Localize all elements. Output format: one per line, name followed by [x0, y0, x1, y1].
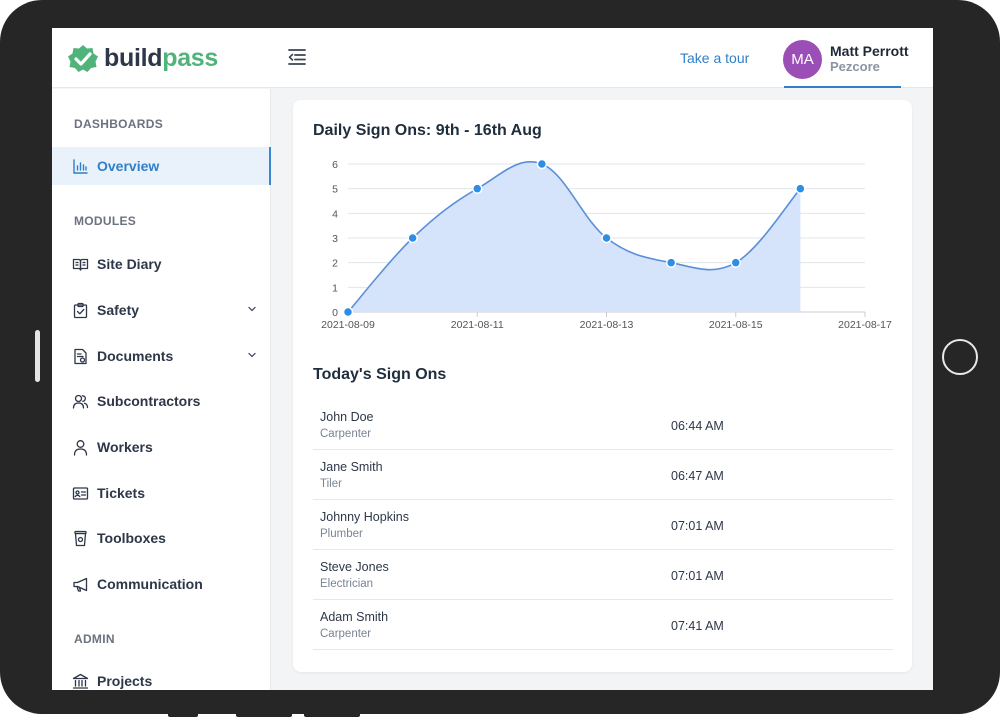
take-a-tour-link[interactable]: Take a tour	[680, 50, 750, 66]
section-heading-modules: MODULES	[74, 214, 137, 228]
chart-data-point[interactable]	[472, 183, 483, 194]
sidebar-item-label: Communication	[97, 576, 203, 592]
logo-text-pass: pass	[162, 43, 219, 72]
worker-name: Johnny Hopkins	[320, 510, 409, 524]
chevron-down-icon[interactable]	[247, 304, 257, 314]
worker-trade: Plumber	[320, 528, 363, 540]
table-row[interactable]: Jane Smith Tiler 06:47 AM	[313, 450, 893, 500]
building-columns-icon	[72, 673, 89, 690]
sidebar-item-label: Documents	[97, 348, 174, 364]
user-icon	[72, 439, 89, 456]
menu-collapse-icon[interactable]	[286, 47, 308, 67]
section-heading-admin: ADMIN	[74, 632, 115, 646]
sidebar-item-safety[interactable]: Safety	[52, 291, 271, 329]
sidebar-item-label: Subcontractors	[97, 393, 201, 409]
y-tick-label: 0	[332, 307, 338, 319]
user-organisation: Pezcore	[830, 59, 880, 74]
worker-trade: Carpenter	[320, 428, 372, 440]
worker-trade: Carpenter	[320, 628, 372, 640]
megaphone-icon	[72, 576, 89, 593]
chart-data-point[interactable]	[730, 257, 741, 268]
logo-text-build: build	[104, 43, 163, 72]
worker-name: Jane Smith	[320, 460, 383, 474]
user-name: Matt Perrott	[830, 43, 909, 59]
worker-trade: Tiler	[320, 478, 342, 490]
sidebar-item-label: Overview	[97, 158, 160, 174]
user-menu-underline	[784, 86, 901, 88]
table-row[interactable]: Johnny Hopkins Plumber 07:01 AM	[313, 500, 893, 550]
tablet-camera-slot	[35, 330, 40, 382]
table-row[interactable]: John Doe Carpenter 06:44 AM	[313, 400, 893, 450]
tablet-side-button	[236, 711, 292, 717]
sidebar-item-tickets[interactable]: Tickets	[52, 474, 271, 512]
sidebar-item-workers[interactable]: Workers	[52, 428, 271, 466]
sign-on-time: 07:41 AM	[671, 619, 724, 633]
x-tick-label: 2021-08-17	[838, 319, 892, 331]
chart-title: Daily Sign Ons: 9th - 16th Aug	[313, 122, 542, 139]
tablet-side-button	[168, 711, 198, 717]
sign-on-time: 06:47 AM	[671, 469, 724, 483]
sign-on-time: 07:01 AM	[671, 519, 724, 533]
sign-on-time: 06:44 AM	[671, 419, 724, 433]
worker-name: Adam Smith	[320, 610, 389, 624]
user-menu[interactable]: MA Matt Perrott Pezcore	[783, 39, 909, 79]
top-header: buildpass Take a tour MA Matt Perrott Pe…	[52, 28, 933, 88]
sidebar-item-label: Toolboxes	[97, 530, 166, 546]
y-tick-label: 4	[332, 208, 338, 220]
sidebar-item-label: Projects	[97, 673, 153, 689]
sidebar-item-label: Workers	[97, 439, 153, 455]
avatar[interactable]: MA	[783, 39, 822, 79]
x-tick-label: 2021-08-13	[580, 319, 634, 331]
table-row[interactable]: Steve Jones Electrician 07:01 AM	[313, 550, 893, 600]
sidebar-item-overview[interactable]: Overview	[52, 147, 271, 185]
y-tick-label: 5	[332, 184, 338, 196]
x-tick-label: 2021-08-11	[451, 319, 504, 331]
tablet-side-button	[304, 711, 360, 717]
sign-on-time: 07:01 AM	[671, 569, 724, 583]
worker-trade: Electrician	[320, 578, 374, 590]
sidebar-item-site-diary[interactable]: Site Diary	[52, 245, 271, 283]
document-icon	[72, 348, 89, 365]
x-tick-label: 2021-08-09	[321, 319, 375, 331]
users-icon	[72, 393, 89, 410]
sidebar-item-label: Site Diary	[97, 256, 162, 272]
section-heading-dashboards: DASHBOARDS	[74, 117, 164, 131]
app-screen: buildpass Take a tour MA Matt Perrott Pe…	[52, 28, 933, 690]
bar-chart-icon	[72, 158, 89, 175]
sidebar-item-communication[interactable]: Communication	[52, 565, 271, 603]
y-tick-label: 2	[332, 258, 338, 270]
sidebar-item-projects[interactable]: Projects	[52, 662, 271, 690]
chevron-down-icon[interactable]	[247, 350, 257, 360]
chart-data-point[interactable]	[665, 257, 677, 268]
y-tick-label: 3	[332, 233, 338, 245]
sidebar-item-documents[interactable]: Documents	[52, 337, 271, 375]
tablet-home-button[interactable]	[942, 339, 978, 375]
sidebar-item-label: Safety	[97, 302, 140, 318]
chart-data-point[interactable]	[601, 232, 612, 244]
todays-sign-ons-title: Today's Sign Ons	[313, 366, 447, 383]
chart-data-point[interactable]	[342, 306, 354, 318]
x-tick-label: 2021-08-15	[709, 319, 763, 331]
logo-check-icon	[68, 45, 98, 72]
worker-name: John Doe	[320, 410, 374, 424]
y-tick-label: 6	[332, 159, 338, 171]
worker-name: Steve Jones	[320, 560, 389, 574]
sidebar: DASHBOARDS Overview MODULES Site Diary S…	[52, 89, 271, 690]
sidebar-item-toolboxes[interactable]: Toolboxes	[52, 519, 271, 557]
id-card-icon	[72, 485, 89, 502]
buildpass-logo[interactable]: buildpass	[66, 42, 218, 74]
dashboard-card: Daily Sign Ons: 9th - 16th Aug 0 1 2 3 4 5 6 2…	[293, 100, 912, 672]
chart-data-point[interactable]	[795, 183, 806, 194]
sidebar-item-subcontractors[interactable]: Subcontractors	[52, 382, 271, 420]
y-tick-label: 1	[332, 282, 338, 294]
book-open-icon	[72, 256, 89, 273]
sign-ons-list: John Doe Carpenter 06:44 AM Jane Smith T…	[313, 400, 893, 650]
table-row[interactable]: Adam Smith Carpenter 07:41 AM	[313, 600, 893, 650]
sidebar-item-label: Tickets	[97, 485, 145, 501]
clipboard-check-icon	[72, 302, 89, 319]
chart-data-point[interactable]	[407, 232, 418, 244]
daily-sign-ons-chart: 0 1 2 3 4 5 6 2021-08-09 2021-08-11 2021-08-13 20…	[321, 158, 892, 331]
chart-data-point[interactable]	[536, 158, 548, 170]
cup-icon	[72, 530, 89, 547]
